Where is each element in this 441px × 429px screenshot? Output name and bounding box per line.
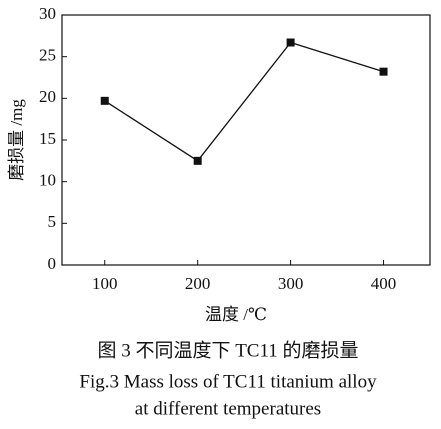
plot-frame [61,14,431,266]
data-line [104,41,384,162]
x-tick-label: 300 [278,274,304,293]
y-tick-label: 20 [39,87,56,106]
y-tick-label: 30 [39,4,56,23]
y-tick-label: 15 [39,129,56,148]
y-tick-label: 0 [48,254,57,273]
y-tick-label: 10 [39,171,56,190]
x-tick-label: 100 [92,274,118,293]
x-tick-label: 400 [371,274,397,293]
y-tick-label: 5 [48,212,57,231]
y-axis-label: 磨损量 /mg [7,99,26,181]
x-axis-label: 温度 /℃ [205,305,267,324]
y-tick-label: 25 [39,46,56,65]
x-tick-label: 200 [185,274,211,293]
marker [100,96,109,105]
marker [286,38,295,47]
marker [193,156,202,165]
caption: 图 3 不同温度下 TC11 的磨损量 [97,339,358,361]
caption: at different temperatures [135,398,321,419]
caption: Fig.3 Mass loss of TC11 titanium alloy [79,371,377,392]
marker [379,67,388,76]
